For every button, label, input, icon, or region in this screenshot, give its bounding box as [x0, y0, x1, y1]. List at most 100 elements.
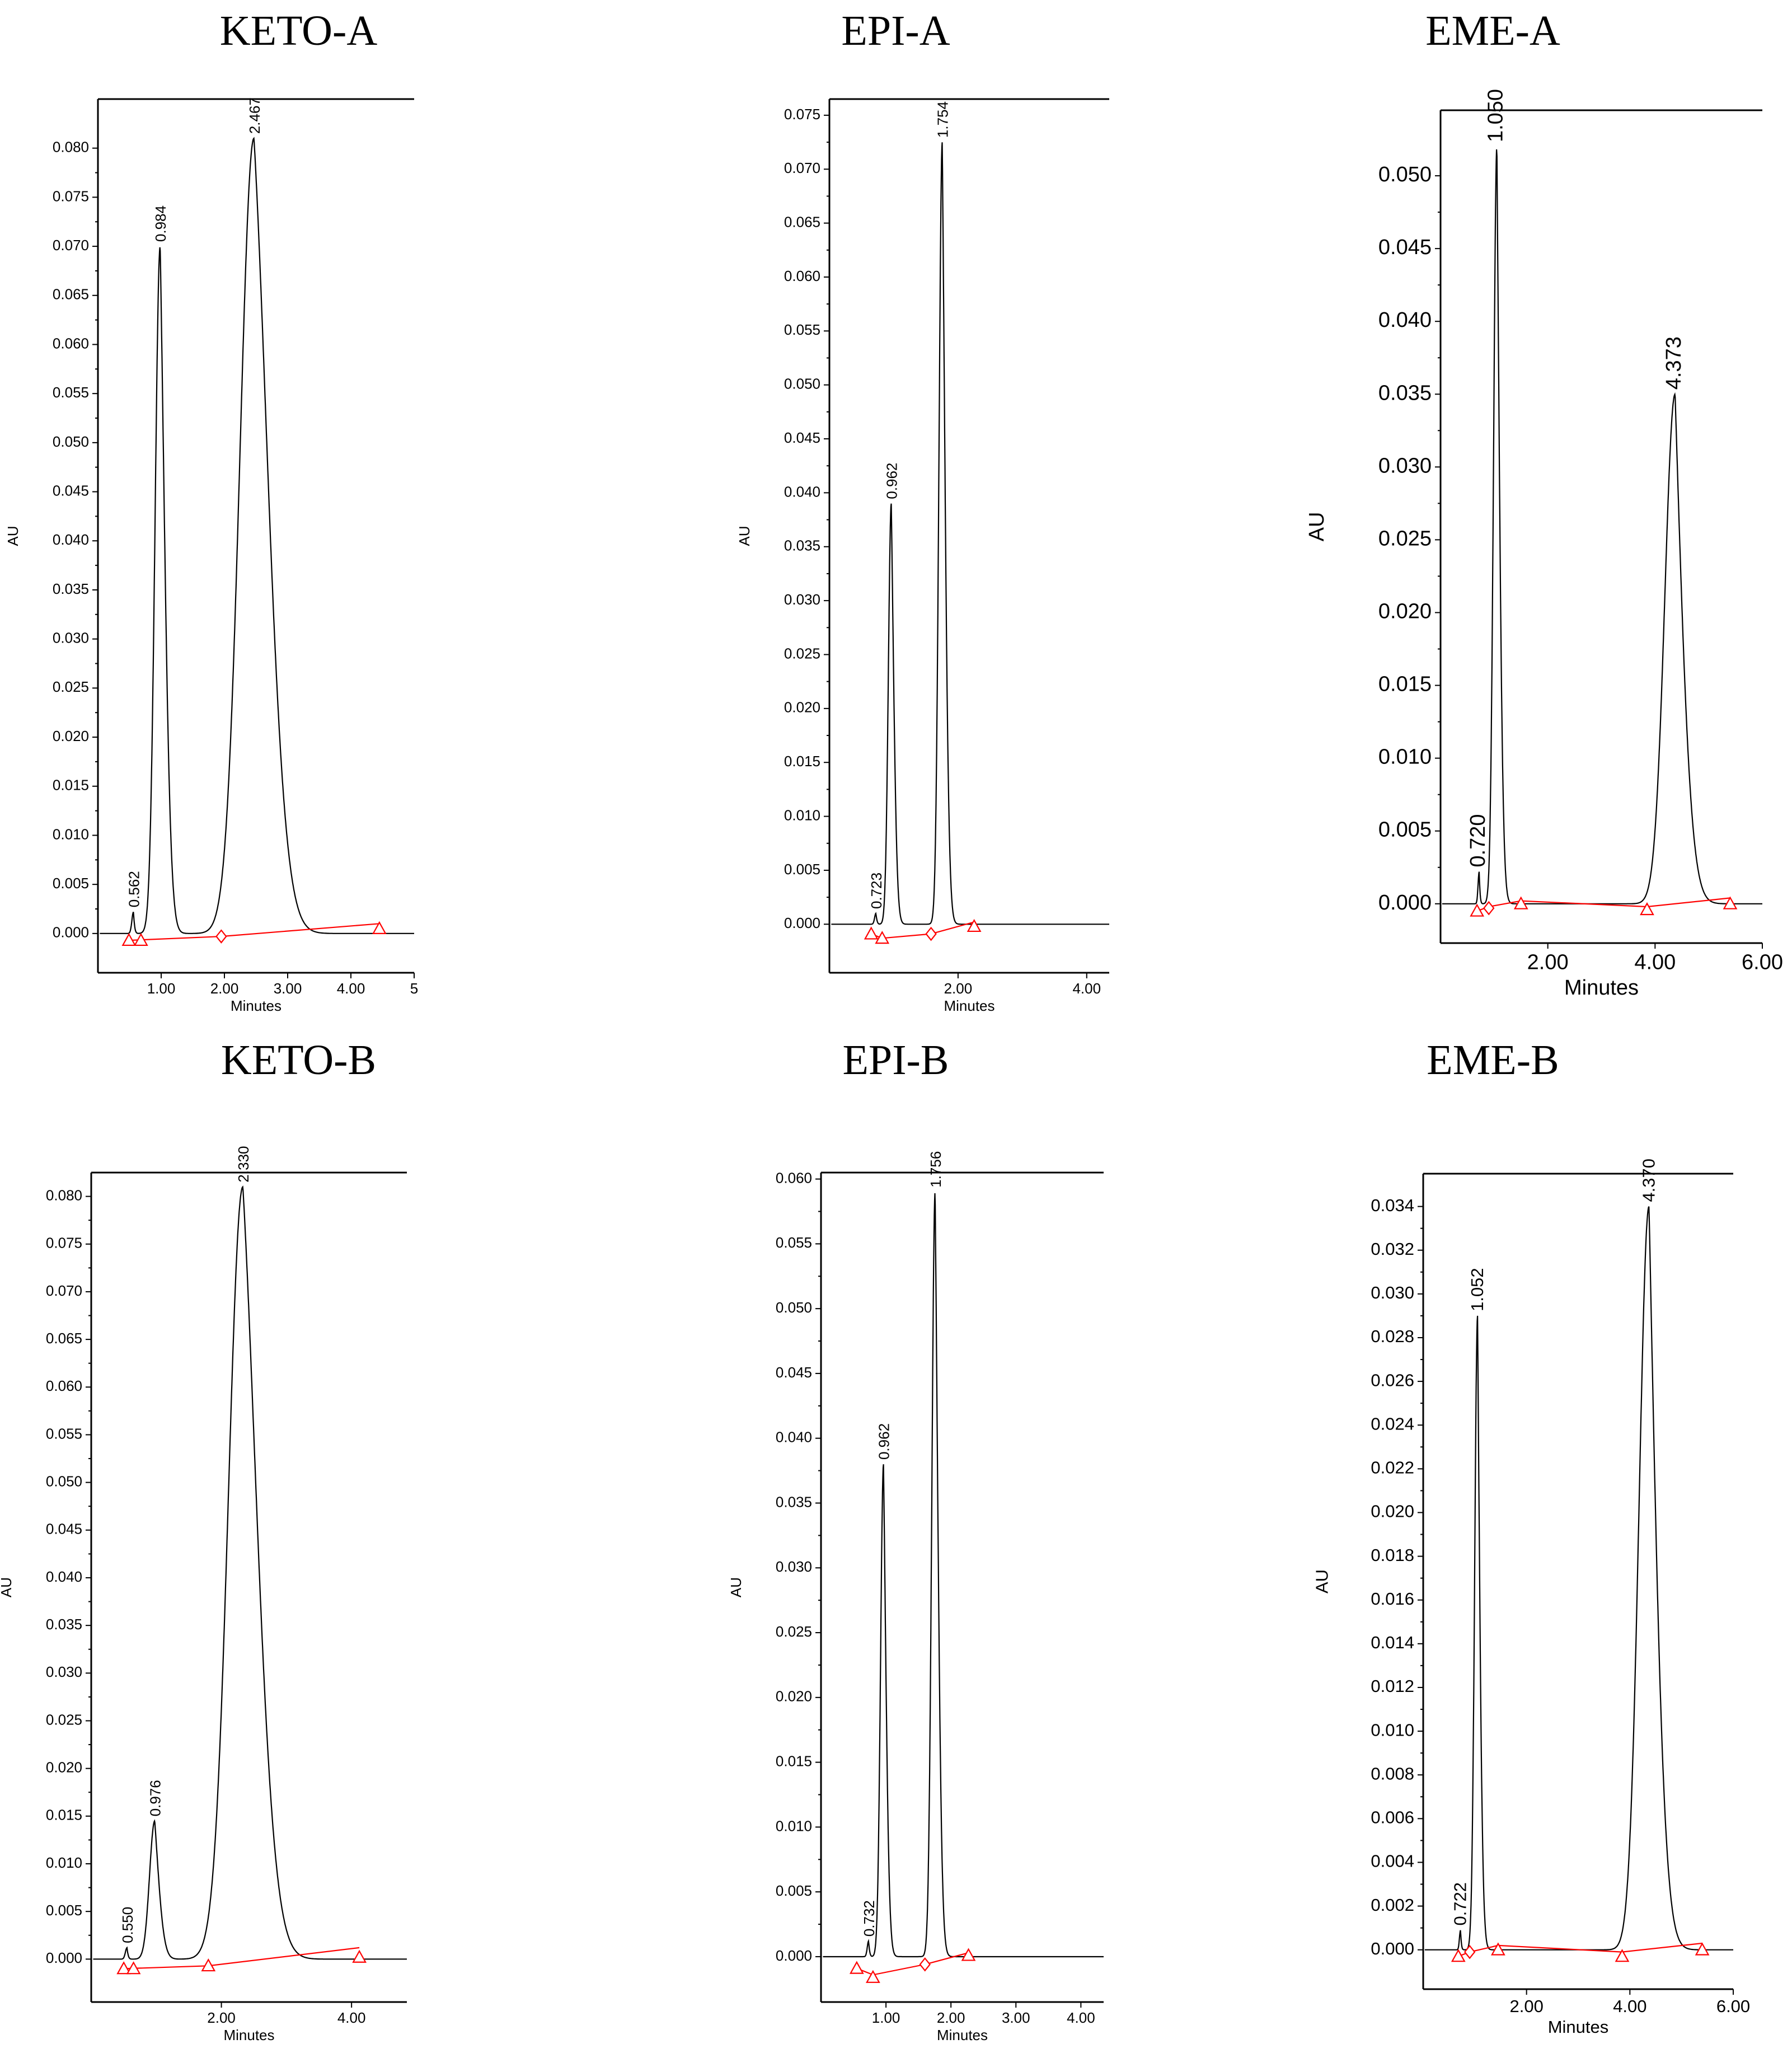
y-tick-label: 0.020 — [46, 1759, 82, 1776]
y-tick-label: 0.060 — [53, 335, 89, 351]
y-tick-label: 0.028 — [1371, 1326, 1414, 1346]
y-tick-label: 0.030 — [776, 1558, 812, 1575]
y-tick-label: 0.030 — [784, 591, 820, 608]
x-tick-label: 2.00 — [1527, 950, 1569, 974]
y-axis-title: AU — [0, 1577, 15, 1597]
x-axis-title: Minutes — [223, 2027, 274, 2043]
x-tick-label: 1.00 — [872, 2009, 900, 2026]
x-axis-title: Minutes — [937, 2027, 988, 2043]
y-tick-label: 0.075 — [53, 187, 89, 204]
y-tick-label: 0.012 — [1371, 1676, 1414, 1696]
y-tick-label: 0.014 — [1371, 1633, 1414, 1652]
chart-eme-a: 0.000 0.005 0.010 0.015 0.020 0.025 0.030 0.035… — [1305, 89, 1783, 1000]
peak-label: 0.732 — [861, 1900, 878, 1937]
y-tick-label: 0.000 — [776, 1947, 812, 1964]
peak-label: 0.562 — [126, 871, 143, 907]
x-tick-label: 6.00 — [1716, 1996, 1750, 2016]
x-tick-label: 4.00 — [1067, 2009, 1095, 2026]
chart-title: KETO-A — [219, 7, 378, 54]
y-tick-label: 0.030 — [46, 1663, 82, 1680]
y-tick-label: 0.000 — [784, 915, 820, 931]
chart-keto-a: 0.000 0.005 0.010 0.015 0.020 0.025 0.030 0.035… — [4, 97, 418, 1014]
y-tick-label: 0.045 — [46, 1521, 82, 1537]
y-tick-label: 0.075 — [46, 1235, 82, 1251]
y-tick-label: 0.030 — [1371, 1283, 1414, 1302]
y-tick-label: 0.040 — [784, 483, 820, 500]
chromatogram-trace — [1424, 1206, 1733, 1951]
y-tick-label: 0.000 — [1378, 891, 1432, 915]
chart-panel-keto-b: KETO-B 0.000 0.005 0.010 0.015 0.020 0.025 0.0… — [0, 1029, 597, 2058]
peak-marker-triangle — [866, 1970, 880, 1983]
peak-label: 4.373 — [1662, 336, 1686, 390]
peak-label: 0.722 — [1451, 1882, 1470, 1926]
y-tick-label: 0.010 — [776, 1817, 812, 1834]
peak-label: 0.962 — [884, 463, 900, 499]
y-tick-label: 0.010 — [46, 1854, 82, 1871]
y-tick-label: 0.080 — [53, 139, 89, 156]
peak-label: 1.756 — [927, 1151, 944, 1188]
y-tick-label: 0.040 — [1378, 308, 1432, 332]
peak-marker-triangle — [1470, 903, 1485, 917]
x-tick-label: 2.00 — [944, 980, 973, 997]
y-tick-label: 0.015 — [776, 1752, 812, 1769]
x-tick-label: 5 — [410, 980, 418, 997]
y-tick-label: 0.034 — [1371, 1196, 1414, 1215]
x-tick-label: 2.00 — [1509, 1996, 1543, 2016]
chromatogram-trace — [100, 137, 414, 934]
y-tick-label: 0.040 — [46, 1568, 82, 1585]
peak-label: 0.550 — [119, 1907, 136, 1943]
peak-marker-triangle — [1723, 896, 1738, 910]
y-tick-label: 0.025 — [776, 1623, 812, 1640]
peak-marker-triangle — [1451, 1949, 1466, 1962]
peak-marker-triangle — [352, 1949, 367, 1963]
y-axis-title: AU — [1305, 512, 1329, 542]
y-tick-label: 0.070 — [784, 160, 820, 176]
y-tick-label: 0.000 — [1371, 1939, 1414, 1958]
y-tick-label: 0.015 — [784, 753, 820, 770]
y-axis-title: AU — [728, 1577, 744, 1597]
peak-label: 0.962 — [876, 1423, 893, 1460]
y-tick-label: 0.016 — [1371, 1589, 1414, 1609]
x-tick-label: 3.00 — [1002, 2009, 1030, 2026]
y-tick-label: 0.070 — [53, 237, 89, 254]
y-tick-label: 0.060 — [46, 1377, 82, 1394]
y-tick-label: 0.060 — [776, 1169, 812, 1186]
chromatogram-trace — [831, 142, 1109, 925]
y-tick-label: 0.065 — [46, 1330, 82, 1347]
chart-panel-eme-a: EME-A 0.000 0.005 0.010 0.015 0.020 0.025 0.03… — [1194, 0, 1791, 1029]
y-tick-label: 0.035 — [776, 1493, 812, 1510]
peak-marker-triangle — [849, 1961, 864, 1974]
y-tick-label: 0.026 — [1371, 1370, 1414, 1390]
y-tick-label: 0.050 — [53, 433, 89, 450]
peak-marker-triangle — [126, 1961, 141, 1975]
chart-title: EPI-A — [841, 7, 950, 54]
y-tick-label: 0.024 — [1371, 1414, 1414, 1433]
x-tick-label: 3.00 — [274, 980, 302, 997]
peak-marker-diamond — [1463, 1944, 1476, 1959]
y-tick-label: 0.025 — [784, 645, 820, 662]
y-tick-label: 0.030 — [53, 630, 89, 646]
peak-marker-triangle — [864, 926, 879, 940]
y-tick-label: 0.025 — [1378, 527, 1432, 550]
peak-label: 1.052 — [1467, 1268, 1487, 1311]
x-tick-label: 4.00 — [1634, 950, 1676, 974]
y-axis-title: AU — [736, 526, 753, 546]
y-tick-label: 0.040 — [53, 531, 89, 548]
y-tick-label: 0.050 — [46, 1473, 82, 1489]
x-tick-label: 4.00 — [1072, 980, 1101, 997]
y-tick-label: 0.035 — [46, 1616, 82, 1633]
y-tick-label: 0.045 — [53, 482, 89, 499]
x-tick-label: 2.00 — [210, 980, 239, 997]
y-tick-label: 0.075 — [784, 106, 820, 123]
y-tick-label: 0.010 — [784, 807, 820, 823]
x-axis-title: Minutes — [1564, 976, 1639, 1000]
peak-marker-triangle — [116, 1961, 132, 1975]
peak-marker-diamond — [919, 1957, 931, 1972]
y-tick-label: 0.002 — [1371, 1895, 1414, 1915]
x-tick-label: 1.00 — [147, 980, 176, 997]
y-tick-label: 0.065 — [53, 286, 89, 303]
y-tick-label: 0.000 — [46, 1949, 82, 1966]
chart-epi-b: 0.000 0.005 0.010 0.015 0.020 0.025 0.030 0.035… — [728, 1151, 1104, 2043]
y-tick-label: 0.005 — [53, 875, 89, 892]
y-tick-label: 0.022 — [1371, 1458, 1414, 1478]
